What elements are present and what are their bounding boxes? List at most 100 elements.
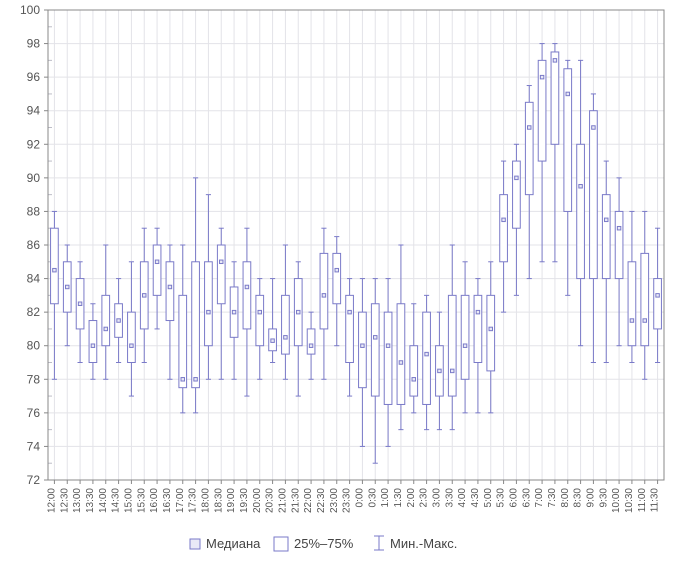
median-marker: [425, 352, 428, 355]
x-tick-label: 5:30: [496, 488, 507, 508]
x-tick-label: 1:00: [380, 488, 391, 508]
median-marker: [309, 344, 312, 347]
x-tick-label: 22:30: [316, 488, 327, 513]
median-marker: [463, 344, 466, 347]
median-marker: [181, 378, 184, 381]
median-marker: [399, 361, 402, 364]
y-tick-label: 76: [27, 406, 41, 420]
x-tick-label: 14:00: [98, 488, 109, 513]
median-marker: [335, 268, 338, 271]
median-marker: [297, 310, 300, 313]
y-tick-label: 78: [27, 372, 41, 386]
x-tick-label: 18:00: [200, 488, 211, 513]
median-marker: [502, 218, 505, 221]
median-marker: [528, 126, 531, 129]
median-marker: [155, 260, 158, 263]
x-tick-label: 13:30: [85, 488, 96, 513]
median-marker: [78, 302, 81, 305]
y-tick-label: 74: [27, 439, 41, 453]
x-tick-label: 3:00: [431, 488, 442, 508]
median-marker: [656, 294, 659, 297]
median-marker: [220, 260, 223, 263]
median-marker: [348, 310, 351, 313]
x-tick-label: 15:00: [123, 488, 134, 513]
median-marker: [605, 218, 608, 221]
x-tick-label: 12:00: [46, 488, 57, 513]
x-tick-label: 17:30: [188, 488, 199, 513]
median-marker: [143, 294, 146, 297]
median-marker: [207, 310, 210, 313]
x-tick-label: 11:00: [637, 488, 648, 513]
x-tick-label: 16:00: [149, 488, 160, 513]
median-marker: [412, 378, 415, 381]
x-tick-label: 3:30: [444, 488, 455, 508]
x-tick-label: 17:00: [175, 488, 186, 513]
x-tick-label: 5:00: [483, 488, 494, 508]
x-tick-label: 10:00: [611, 488, 622, 513]
median-marker: [374, 336, 377, 339]
median-marker: [53, 268, 56, 271]
x-tick-label: 6:00: [508, 488, 519, 508]
x-tick-label: 2:30: [419, 488, 430, 508]
y-tick-label: 84: [27, 272, 41, 286]
median-marker: [130, 344, 133, 347]
median-marker: [117, 319, 120, 322]
x-tick-label: 21:30: [290, 488, 301, 513]
x-tick-label: 23:00: [329, 488, 340, 513]
median-marker: [540, 75, 543, 78]
y-tick-label: 96: [27, 70, 41, 84]
x-tick-label: 4:00: [457, 488, 468, 508]
y-tick-label: 82: [27, 305, 41, 319]
y-tick-label: 98: [27, 37, 41, 51]
median-marker: [66, 285, 69, 288]
x-tick-label: 4:30: [470, 488, 481, 508]
legend: Медиана25%–75%Мин.-Макс.: [190, 536, 457, 551]
y-tick-label: 72: [27, 473, 41, 487]
legend-median-icon: [190, 539, 200, 549]
y-tick-label: 90: [27, 171, 41, 185]
legend-median-label: Медиана: [206, 536, 261, 551]
x-tick-label: 8:30: [573, 488, 584, 508]
median-marker: [168, 285, 171, 288]
x-tick-label: 19:30: [239, 488, 250, 513]
x-tick-label: 8:00: [560, 488, 571, 508]
median-marker: [451, 369, 454, 372]
x-tick-label: 15:30: [136, 488, 147, 513]
x-tick-label: 2:00: [406, 488, 417, 508]
x-tick-label: 11:30: [650, 488, 661, 513]
median-marker: [258, 310, 261, 313]
median-marker: [271, 339, 274, 342]
median-marker: [476, 310, 479, 313]
y-tick-label: 94: [27, 104, 41, 118]
median-marker: [579, 185, 582, 188]
x-tick-label: 21:00: [277, 488, 288, 513]
x-tick-label: 7:30: [547, 488, 558, 508]
x-tick-label: 7:00: [534, 488, 545, 508]
x-tick-label: 12:30: [59, 488, 70, 513]
median-marker: [322, 294, 325, 297]
median-marker: [232, 310, 235, 313]
x-tick-label: 20:30: [265, 488, 276, 513]
x-tick-label: 23:30: [342, 488, 353, 513]
median-marker: [91, 344, 94, 347]
legend-iqr-icon: [274, 537, 288, 551]
median-marker: [515, 176, 518, 179]
median-marker: [386, 344, 389, 347]
median-marker: [361, 344, 364, 347]
median-marker: [489, 327, 492, 330]
x-tick-label: 22:00: [303, 488, 314, 513]
median-marker: [245, 285, 248, 288]
x-tick-label: 6:30: [521, 488, 532, 508]
median-marker: [194, 378, 197, 381]
median-marker: [643, 319, 646, 322]
median-marker: [630, 319, 633, 322]
x-tick-label: 16:30: [162, 488, 173, 513]
y-tick-label: 100: [20, 3, 40, 17]
legend-minmax-label: Мин.-Макс.: [390, 536, 457, 551]
x-tick-label: 20:00: [252, 488, 263, 513]
x-tick-label: 0:30: [367, 488, 378, 508]
median-marker: [104, 327, 107, 330]
median-marker: [438, 369, 441, 372]
median-marker: [553, 59, 556, 62]
x-tick-label: 0:00: [354, 488, 365, 508]
